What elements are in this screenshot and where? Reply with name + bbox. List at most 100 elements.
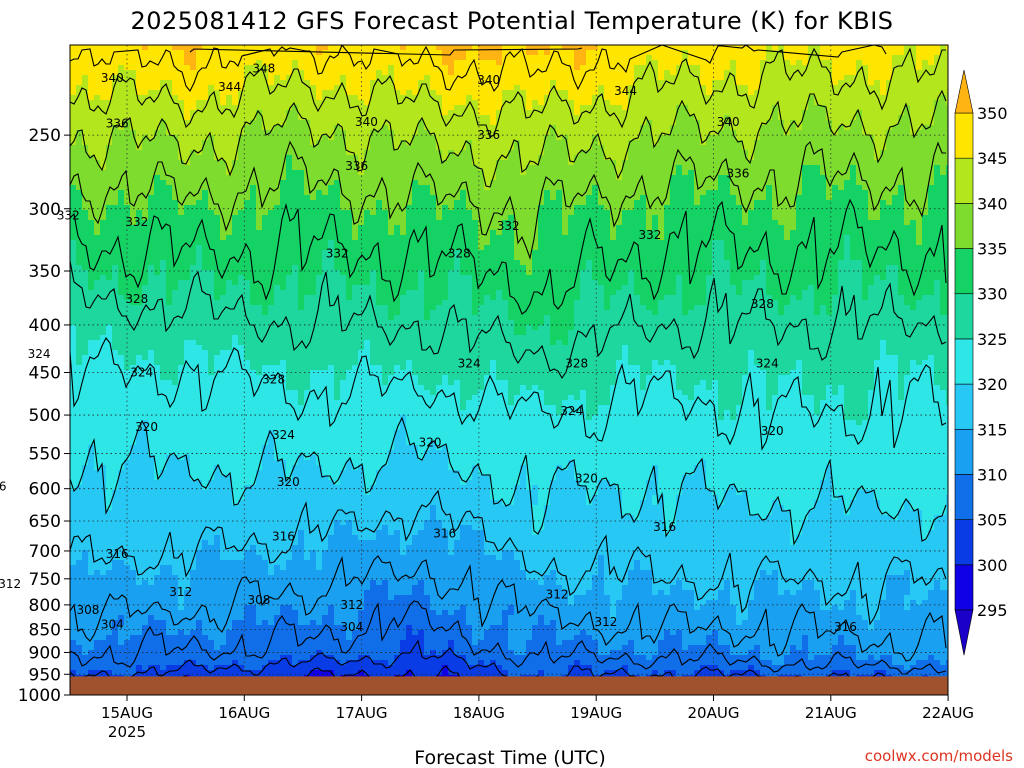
theta-cell [118, 305, 125, 311]
theta-cell [118, 475, 125, 481]
theta-cell [136, 540, 143, 546]
theta-cell [280, 525, 287, 531]
theta-cell [286, 395, 293, 401]
theta-cell [178, 525, 185, 531]
theta-cell [178, 330, 185, 336]
theta-cell [274, 530, 281, 536]
theta-cell [256, 480, 263, 486]
theta-cell [172, 630, 179, 636]
theta-cell [274, 360, 281, 366]
theta-cell [250, 560, 257, 566]
theta-cell [136, 375, 143, 381]
theta-cell [172, 490, 179, 496]
theta-cell [76, 510, 83, 516]
theta-cell [166, 525, 173, 531]
theta-cell [136, 645, 143, 651]
theta-cell [268, 530, 275, 536]
theta-cell [214, 425, 221, 431]
theta-cell [112, 315, 119, 321]
theta-cell [268, 300, 275, 306]
theta-cell [118, 630, 125, 636]
theta-cell [232, 225, 239, 231]
theta-cell [208, 200, 215, 206]
theta-cell [190, 265, 197, 271]
theta-cell [88, 350, 95, 356]
theta-cell [292, 140, 299, 146]
theta-cell [250, 200, 257, 206]
theta-cell [154, 165, 161, 171]
theta-cell [70, 380, 77, 386]
theta-cell [112, 575, 119, 581]
theta-cell [238, 660, 245, 666]
theta-cell [130, 275, 137, 281]
theta-cell [286, 195, 293, 201]
theta-cell [106, 300, 113, 306]
theta-cell [256, 210, 263, 216]
theta-cell [178, 630, 185, 636]
theta-cell [292, 670, 299, 676]
theta-cell [292, 260, 299, 266]
theta-cell [94, 90, 101, 96]
theta-cell [292, 485, 299, 491]
theta-cell [226, 660, 233, 666]
theta-cell [280, 85, 287, 91]
theta-cell [100, 430, 107, 436]
theta-cell [106, 585, 113, 591]
theta-cell [82, 610, 89, 616]
theta-cell [256, 605, 263, 611]
theta-cell [268, 495, 275, 501]
theta-cell [136, 520, 143, 526]
theta-cell [208, 310, 215, 316]
theta-cell [106, 120, 113, 126]
theta-cell [184, 640, 191, 646]
theta-cell [82, 295, 89, 301]
theta-cell [88, 180, 95, 186]
theta-cell [238, 250, 245, 256]
theta-cell [142, 355, 149, 361]
theta-cell [124, 230, 131, 236]
theta-cell [274, 520, 281, 526]
theta-cell [262, 400, 269, 406]
theta-cell [70, 530, 77, 536]
theta-cell [112, 530, 119, 536]
theta-cell [196, 210, 203, 216]
theta-cell [136, 465, 143, 471]
theta-cell [88, 370, 95, 376]
theta-cell [214, 515, 221, 521]
theta-cell [292, 600, 299, 606]
theta-cell [112, 75, 119, 81]
theta-cell [82, 265, 89, 271]
theta-cell [286, 180, 293, 186]
theta-cell [286, 600, 293, 606]
theta-cell [172, 480, 179, 486]
theta-cell [106, 650, 113, 656]
theta-cell [142, 465, 149, 471]
theta-cell [202, 220, 209, 226]
theta-cell [262, 80, 269, 86]
theta-cell [208, 130, 215, 136]
theta-cell [226, 265, 233, 271]
theta-cell [76, 635, 83, 641]
theta-cell [160, 295, 167, 301]
theta-cell [202, 165, 209, 171]
theta-cell [280, 365, 287, 371]
theta-cell [202, 620, 209, 626]
theta-cell [82, 455, 89, 461]
theta-cell [100, 560, 107, 566]
theta-cell [172, 515, 179, 521]
theta-cell [118, 570, 125, 576]
theta-cell [94, 540, 101, 546]
theta-cell [106, 390, 113, 396]
theta-cell [190, 245, 197, 251]
theta-cell [214, 545, 221, 551]
theta-cell [100, 380, 107, 386]
theta-cell [118, 140, 125, 146]
theta-cell [100, 590, 107, 596]
theta-cell [262, 375, 269, 381]
theta-cell [172, 670, 179, 676]
theta-cell [190, 170, 197, 176]
theta-cell [262, 580, 269, 586]
theta-cell [250, 530, 257, 536]
theta-cell [106, 360, 113, 366]
theta-cell [100, 175, 107, 181]
